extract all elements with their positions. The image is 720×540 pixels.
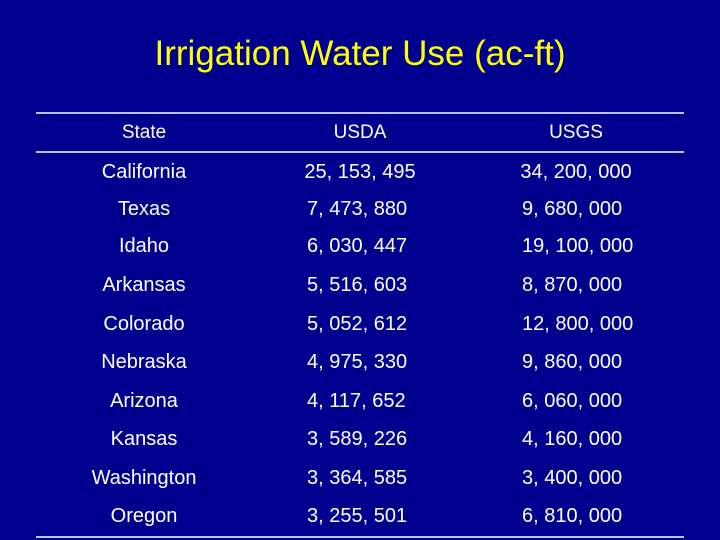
usgs-value: 6, 810, 000 (522, 505, 623, 527)
usda-value: 4, 117, 652 (307, 390, 406, 412)
usgs-value: 6, 060, 000 (522, 390, 623, 412)
usgs-value: 34, 200, 000 (520, 161, 632, 183)
state-cell: Kansas (110, 428, 178, 450)
usgs-value: 4, 160, 000 (522, 428, 623, 450)
state-cell: Oregon (110, 505, 178, 527)
state-cell: Texas (117, 198, 171, 220)
table-row: Washington 3, 364, 585 3, 400, 000 (0, 466, 720, 490)
state-cell: Arkansas (102, 274, 186, 296)
usgs-value: 9, 860, 000 (522, 351, 623, 373)
table-row: Arizona 4, 117, 652 6, 060, 000 (0, 389, 720, 413)
usda-value: 3, 255, 501 (307, 505, 408, 527)
header-usda: USDA (333, 122, 387, 143)
usgs-value: 9, 680, 000 (522, 198, 623, 220)
header-state: State (121, 122, 167, 143)
state-cell: Washington (91, 467, 197, 489)
state-cell: Colorado (103, 313, 185, 335)
table-row: Oregon 3, 255, 501 6, 810, 000 (0, 504, 720, 528)
usda-value: 3, 589, 226 (307, 428, 408, 450)
slide-title: Irrigation Water Use (ac-ft) (154, 34, 566, 73)
usda-value: 5, 052, 612 (307, 313, 408, 335)
usda-value: 7, 473, 880 (307, 198, 408, 220)
state-cell: Arizona (110, 390, 178, 412)
table-row: California 25, 153, 495 34, 200, 000 (0, 160, 720, 184)
usgs-value: 3, 400, 000 (522, 467, 623, 489)
usgs-value: 19, 100, 000 (522, 235, 634, 257)
table-row: Arkansas 5, 516, 603 8, 870, 000 (0, 273, 720, 297)
table-row: Idaho 6, 030, 447 19, 100, 000 (0, 234, 720, 258)
table-row: Kansas 3, 589, 226 4, 160, 000 (0, 427, 720, 451)
table-bottom-rule (36, 536, 684, 538)
usda-value: 4, 975, 330 (307, 351, 408, 373)
header-usgs: USGS (549, 122, 603, 143)
usgs-value: 12, 800, 000 (522, 313, 634, 335)
table-row: Texas 7, 473, 880 9, 680, 000 (0, 197, 720, 221)
table-header-rule (36, 151, 684, 153)
table-row: Colorado 5, 052, 612 12, 800, 000 (0, 312, 720, 336)
state-cell: California (101, 161, 187, 183)
usda-value: 5, 516, 603 (307, 274, 408, 296)
state-cell: Idaho (118, 235, 170, 257)
usda-value: 25, 153, 495 (304, 161, 416, 183)
usda-value: 6, 030, 447 (307, 235, 408, 257)
usda-value: 3, 364, 585 (307, 467, 408, 489)
usgs-value: 8, 870, 000 (522, 274, 623, 296)
state-cell: Nebraska (101, 351, 187, 373)
table-row: Nebraska 4, 975, 330 9, 860, 000 (0, 350, 720, 374)
table-top-rule (36, 112, 684, 114)
